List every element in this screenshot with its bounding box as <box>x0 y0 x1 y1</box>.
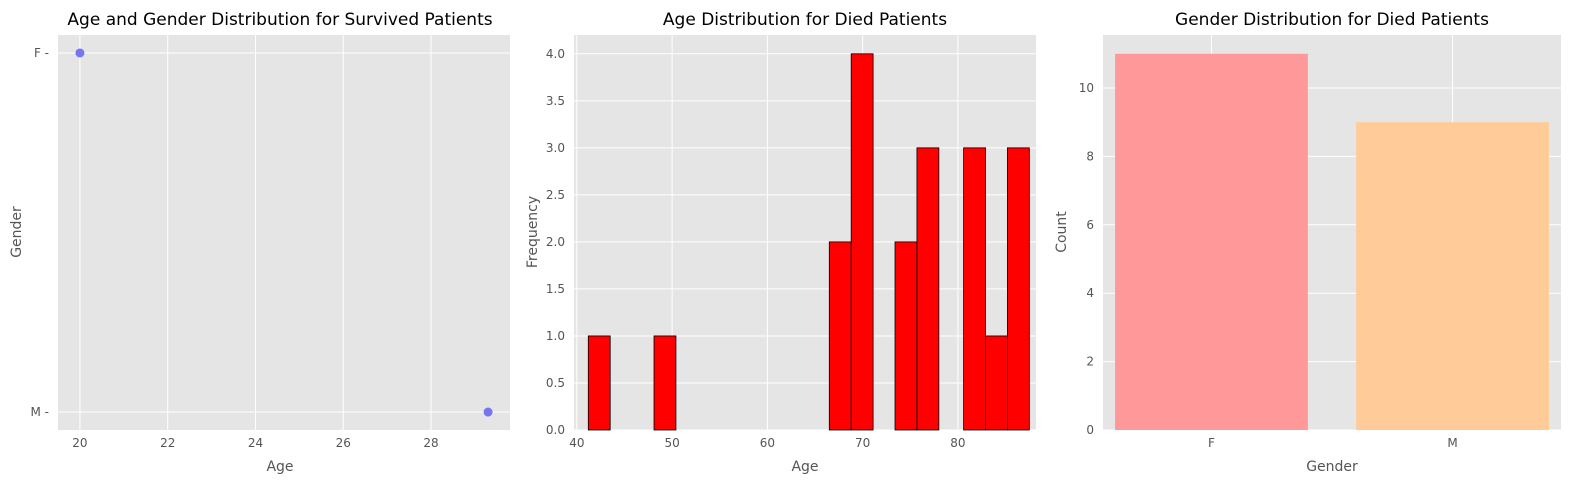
x-tick-label: 24 <box>248 436 263 450</box>
scatter-point <box>483 407 493 417</box>
x-tick-label: 70 <box>855 436 870 450</box>
x-tick-label: 80 <box>950 436 965 450</box>
x-axis-label: Age <box>266 459 293 475</box>
y-tick-label: 4 <box>1086 286 1094 300</box>
chart-title: Age Distribution for Died Patients <box>663 10 947 30</box>
bar-F <box>1115 53 1308 431</box>
x-tick-label: 26 <box>336 436 351 450</box>
y-tick-label: F - <box>34 46 49 60</box>
y-axis-label: Frequency <box>525 196 541 268</box>
x-tick-label: F <box>1208 436 1215 450</box>
grid <box>58 35 510 430</box>
y-tick-label: 0.5 <box>546 376 565 390</box>
y-tick-label: 2.0 <box>546 235 565 249</box>
histogram-bar <box>850 53 874 431</box>
tick-labels: 0 2 4 6 8 10 F M <box>1079 81 1458 450</box>
y-tick-label: 3.0 <box>546 141 565 155</box>
x-tick-label: 28 <box>423 436 438 450</box>
y-axis-label: Gender <box>9 206 25 258</box>
y-tick-label: 4.0 <box>546 47 565 61</box>
histogram-bar <box>985 335 1008 431</box>
y-tick-label: 0.0 <box>546 423 565 437</box>
data-marks <box>75 48 493 417</box>
x-tick-label: M <box>1447 436 1457 450</box>
x-tick-label: 50 <box>664 436 679 450</box>
y-tick-label: 8 <box>1086 149 1094 163</box>
histogram-bar <box>587 335 611 431</box>
y-tick-label: 0 <box>1086 423 1094 437</box>
y-axis-label: Count <box>1054 211 1070 253</box>
x-tick-label: 20 <box>72 436 87 450</box>
chart-title: Gender Distribution for Died Patients <box>1175 10 1489 30</box>
data-marks <box>1115 53 1549 431</box>
y-tick-label: M - <box>31 405 50 419</box>
histogram-bar <box>653 335 677 431</box>
histogram-bar <box>1007 147 1030 431</box>
y-tick-label: 2 <box>1086 355 1094 369</box>
plot-area <box>58 35 510 430</box>
histogram-bar <box>894 241 918 431</box>
histogram-bar <box>916 147 940 431</box>
y-tick-label: 6 <box>1086 218 1094 232</box>
y-tick-label: 1.0 <box>546 329 565 343</box>
x-axis-label: Age <box>791 459 818 475</box>
tick-labels: 40 50 60 70 80 0.0 0.5 1.0 1.5 2.0 2.5 3.0 3.5 4.0 <box>546 47 966 450</box>
died-age-histogram-panel: 40 50 60 70 80 0.0 0.5 1.0 1.5 2.0 2.5 3.0 3.5 4.0 Ag… <box>525 10 1036 475</box>
survived-scatter-panel: 20 22 24 26 28 M - F - Age and Gender Distribu… <box>9 10 510 475</box>
x-axis-label: Gender <box>1306 459 1358 475</box>
histogram-bar <box>963 147 986 431</box>
bar-M <box>1356 122 1549 430</box>
y-tick-label: 1.5 <box>546 282 565 296</box>
scatter-point <box>75 48 85 58</box>
y-tick-label: 10 <box>1079 81 1094 95</box>
x-tick-label: 40 <box>569 436 584 450</box>
data-marks <box>587 53 1030 431</box>
died-gender-bar-panel: 0 2 4 6 8 10 F M Gender Distribution for Died P… <box>1054 10 1561 475</box>
x-tick-label: 60 <box>760 436 775 450</box>
chart-title: Age and Gender Distribution for Survived… <box>67 10 492 30</box>
y-tick-label: 2.5 <box>546 188 565 202</box>
histogram-bar <box>828 241 852 431</box>
x-tick-label: 22 <box>160 436 175 450</box>
tick-labels: 20 22 24 26 28 M - F - <box>31 46 439 450</box>
y-tick-label: 3.5 <box>546 94 565 108</box>
